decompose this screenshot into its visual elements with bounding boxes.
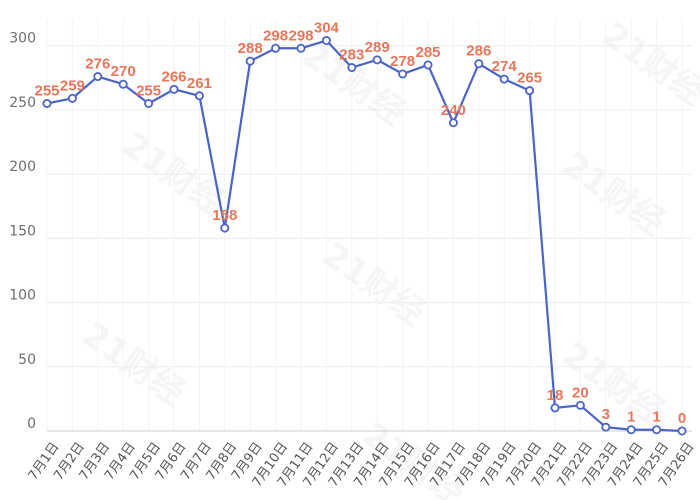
data-label: 298 <box>288 27 313 44</box>
y-tick-label: 200 <box>9 159 36 175</box>
y-tick-label: 150 <box>9 223 36 239</box>
data-label: 276 <box>85 56 110 73</box>
series-layer <box>42 36 687 436</box>
data-point <box>448 118 458 128</box>
data-point <box>601 422 611 432</box>
y-axis: 0 50 100 150 200 250 300 <box>9 31 36 432</box>
data-point <box>321 36 331 46</box>
data-point <box>550 403 560 413</box>
data-point <box>296 43 306 53</box>
data-label: 1 <box>627 409 635 426</box>
data-point <box>245 56 255 66</box>
data-point <box>575 400 585 410</box>
data-label: 20 <box>572 384 589 401</box>
data-point <box>652 425 662 435</box>
watermark-text: 21财经 <box>595 15 700 114</box>
data-label: 3 <box>602 406 610 423</box>
data-label: 265 <box>517 70 542 87</box>
data-label: 18 <box>547 387 564 404</box>
data-label: 283 <box>339 47 364 64</box>
data-label: 304 <box>314 20 340 37</box>
watermark-text: 21财经 <box>555 145 672 244</box>
data-point <box>194 91 204 101</box>
data-label: 261 <box>187 75 212 92</box>
data-label: 270 <box>111 63 136 80</box>
data-label: 240 <box>441 102 466 119</box>
data-point <box>372 55 382 65</box>
data-label: 286 <box>466 43 491 60</box>
data-point <box>93 72 103 82</box>
data-label: 285 <box>415 44 440 61</box>
y-tick-label: 100 <box>9 288 36 304</box>
data-point <box>67 93 77 103</box>
data-label: 266 <box>161 68 186 85</box>
data-label: 298 <box>263 27 288 44</box>
data-point <box>677 426 687 436</box>
data-label: 288 <box>238 40 263 57</box>
watermark-text: 21财经 <box>75 315 192 414</box>
data-label: 259 <box>60 77 85 94</box>
y-tick-label: 250 <box>9 95 36 111</box>
x-axis: 7月1日7月2日7月3日7月4日7月5日7月6日7月7日7月8日7月9日7月10… <box>26 440 698 490</box>
data-label: 1 <box>652 409 660 426</box>
watermark-text: 21财经 <box>315 235 432 334</box>
y-tick-label: 0 <box>27 416 36 432</box>
data-label: 278 <box>390 53 415 70</box>
data-point <box>525 86 535 96</box>
data-point <box>118 79 128 89</box>
data-point <box>474 59 484 69</box>
data-point <box>271 43 281 53</box>
data-label: 255 <box>136 82 161 99</box>
data-point <box>626 425 636 435</box>
data-label: 0 <box>678 410 686 427</box>
y-tick-label: 50 <box>18 352 36 368</box>
y-tick-label: 300 <box>9 31 36 47</box>
data-point <box>144 98 154 108</box>
data-point <box>398 69 408 79</box>
data-point <box>42 98 52 108</box>
data-label: 158 <box>212 207 237 224</box>
data-point <box>499 74 509 84</box>
data-label: 289 <box>365 39 390 56</box>
data-point <box>423 60 433 70</box>
data-point <box>347 63 357 73</box>
data-point <box>169 84 179 94</box>
data-point <box>220 223 230 233</box>
data-label: 255 <box>34 82 59 99</box>
data-label: 274 <box>492 58 518 75</box>
